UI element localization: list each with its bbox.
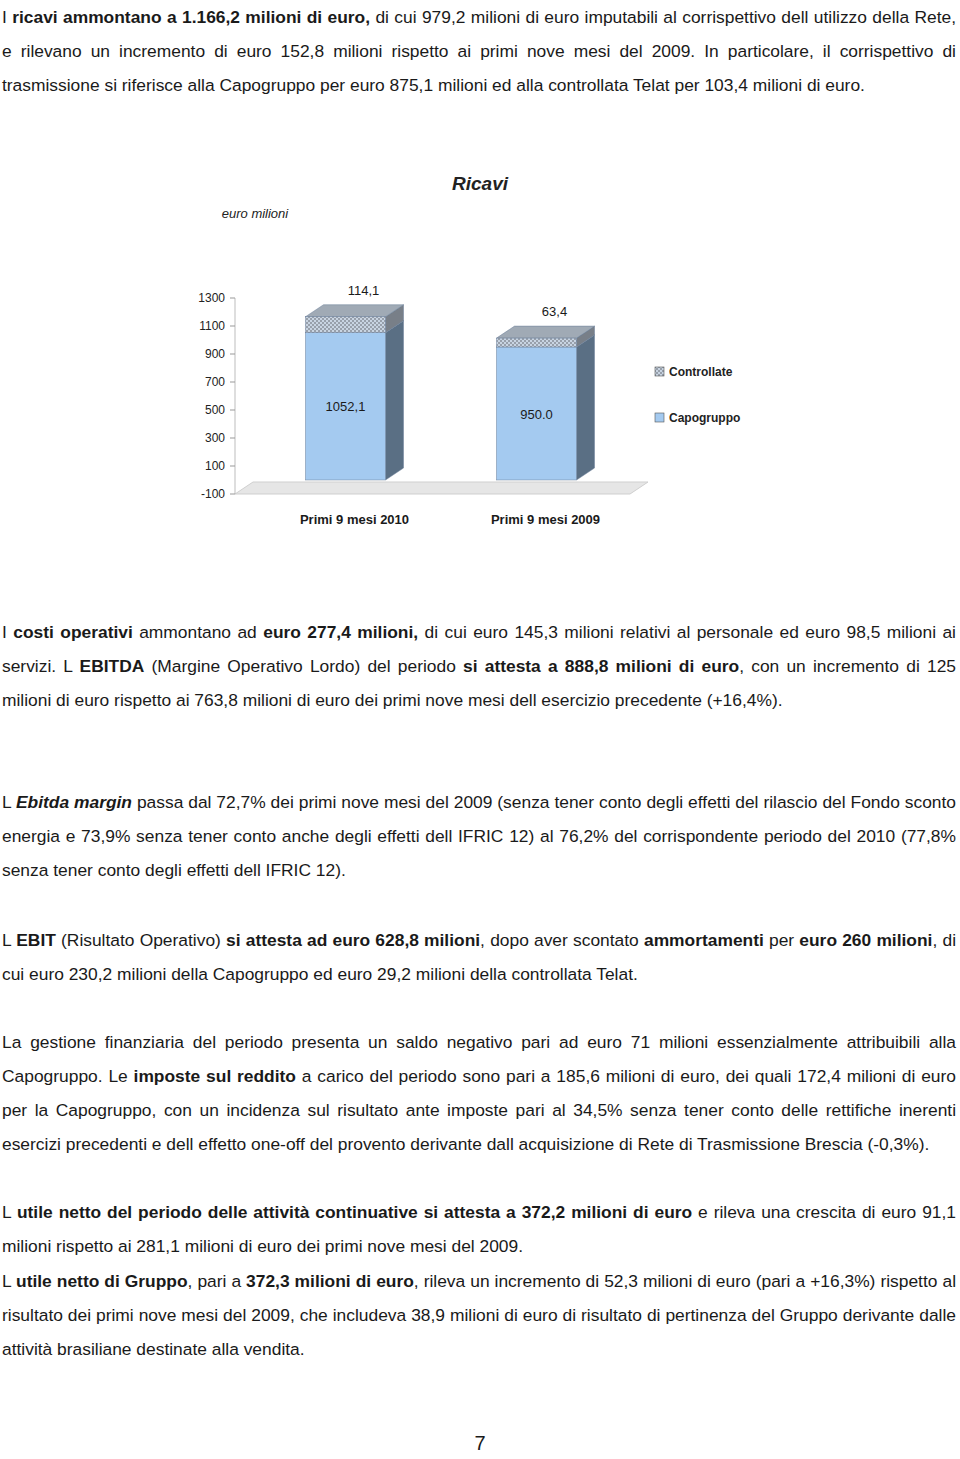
paragraph: L Ebitda margin passa dal 72,7% dei prim… — [2, 785, 956, 887]
data-labels: 1052,1 950.0 114,1 63,4 — [326, 283, 568, 422]
text-run: EBITDA — [80, 656, 145, 676]
text-run: (Margine Operativo Lordo) del periodo — [144, 656, 463, 676]
tick-label: 1300 — [198, 291, 225, 305]
y-axis — [235, 298, 236, 494]
tick-label: 300 — [205, 431, 225, 445]
text-run: 372,3 milioni di euro — [246, 1271, 414, 1291]
tick-mark — [230, 466, 235, 467]
text-run: I — [2, 7, 12, 27]
tick-label: 1100 — [199, 319, 225, 333]
text-run: utile netto del periodo delle attività c… — [17, 1202, 692, 1222]
paragraph: I costi operativi ammontano ad euro 277,… — [2, 615, 956, 717]
tick-label: 700 — [205, 375, 225, 389]
tick-label: 500 — [205, 403, 225, 417]
bar-top — [497, 326, 595, 338]
text-run: L — [2, 1202, 17, 1222]
page-number: 7 — [0, 1432, 960, 1455]
tick-label: 100 — [205, 459, 225, 473]
bar-side — [386, 321, 404, 480]
text-run: (Risultato Operativo) — [56, 930, 226, 950]
chart-title: Ricavi — [452, 173, 509, 194]
paragraph: L utile netto di Gruppo, pari a 372,3 mi… — [2, 1264, 956, 1366]
text-run: EBIT — [16, 930, 56, 950]
text-run: Ebitda margin — [16, 792, 132, 812]
text-run: ricavi ammontano a 1.166,2 milioni di eu… — [12, 7, 370, 27]
tick-mark — [230, 354, 235, 355]
bar-segment — [497, 335, 595, 480]
text-run: passa dal 72,7% dei primi nove mesi del … — [2, 792, 956, 880]
legend-label: Capogruppo — [669, 411, 740, 425]
tick-mark — [230, 326, 235, 327]
text-run: ammontano ad — [133, 622, 263, 642]
category-label: Primi 9 mesi 2009 — [491, 512, 600, 527]
text-run: L — [2, 1271, 16, 1291]
tick-mark — [230, 382, 235, 383]
text-run: costi operativi — [13, 622, 133, 642]
tick-mark — [230, 438, 235, 439]
legend-label: Controllate — [669, 365, 733, 379]
text-run: si attesta a 888,8 milioni di euro — [463, 656, 739, 676]
category-label: Primi 9 mesi 2010 — [300, 512, 409, 527]
floor — [235, 482, 648, 494]
text-run: imposte sul reddito — [134, 1066, 296, 1086]
data-label: 1052,1 — [326, 399, 366, 414]
tick-mark — [230, 494, 235, 495]
bar-front — [497, 338, 577, 347]
text-run: I — [2, 622, 13, 642]
tick-label: 900 — [205, 347, 225, 361]
paragraph: La gestione finanziaria del periodo pres… — [2, 1025, 956, 1161]
axis-label: euro milioni — [222, 206, 290, 221]
bar-segment — [306, 321, 404, 480]
text-run: , pari a — [188, 1271, 247, 1291]
bar-top — [306, 305, 404, 317]
paragraph: L utile netto del periodo delle attività… — [2, 1195, 956, 1263]
bar-side — [577, 335, 595, 480]
text-run: per — [764, 930, 800, 950]
bar-segment — [306, 305, 404, 333]
data-label: 63,4 — [542, 304, 567, 319]
data-label: 114,1 — [348, 283, 380, 298]
paragraph: L EBIT (Risultato Operativo) si attesta … — [2, 923, 956, 991]
legend: Controllate Capogruppo — [655, 365, 740, 425]
bar-front — [306, 317, 386, 333]
bar-segment — [497, 326, 595, 347]
tick-mark — [230, 410, 235, 411]
tick-label: -100 — [201, 487, 225, 501]
legend-swatch — [655, 413, 664, 422]
paragraph: I ricavi ammontano a 1.166,2 milioni di … — [2, 0, 956, 102]
text-run: euro 260 milioni — [799, 930, 932, 950]
data-label: 950.0 — [520, 407, 553, 422]
text-run: utile netto di Gruppo — [16, 1271, 188, 1291]
bars — [306, 305, 595, 480]
bar-front — [497, 347, 577, 480]
text-run: L — [2, 792, 16, 812]
tick-mark — [230, 298, 235, 299]
text-run: ammortamenti — [644, 930, 764, 950]
legend-swatch — [655, 367, 664, 376]
text-run: si attesta ad euro 628,8 milioni — [226, 930, 480, 950]
text-run: , dopo aver scontato — [480, 930, 644, 950]
text-run: euro 277,4 milioni, — [263, 622, 418, 642]
bar-front — [306, 333, 386, 480]
text-run: L — [2, 930, 16, 950]
